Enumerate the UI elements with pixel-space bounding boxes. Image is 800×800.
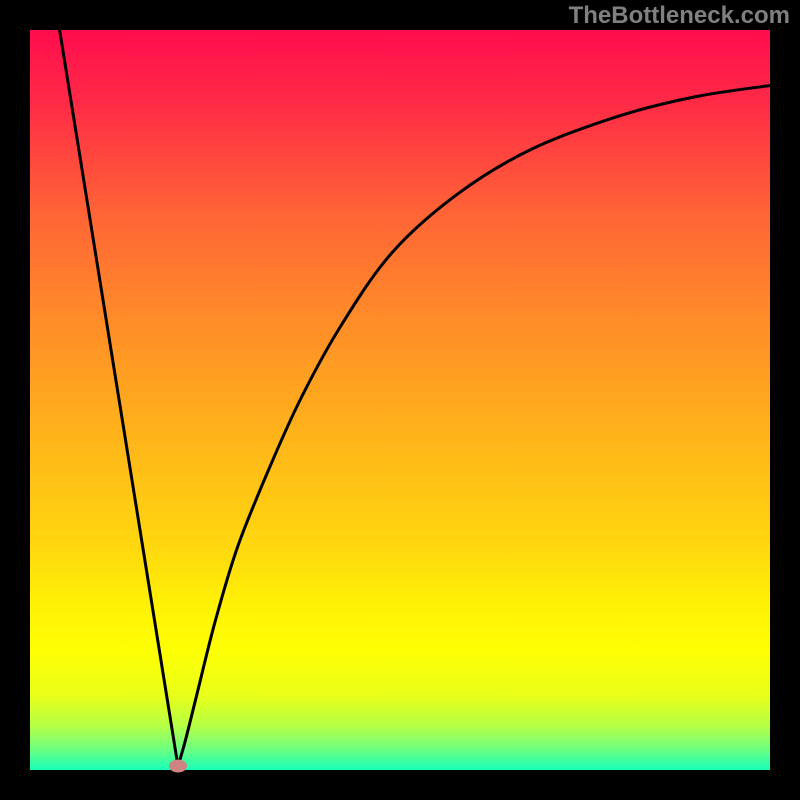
watermark-text: TheBottleneck.com [569, 2, 790, 30]
chart-container: TheBottleneck.com [0, 0, 800, 800]
min-point-marker [169, 760, 187, 773]
curve-layer [30, 30, 770, 770]
curve-right-segment [178, 86, 770, 767]
curve-left-segment [60, 30, 178, 766]
plot-area [30, 30, 770, 770]
